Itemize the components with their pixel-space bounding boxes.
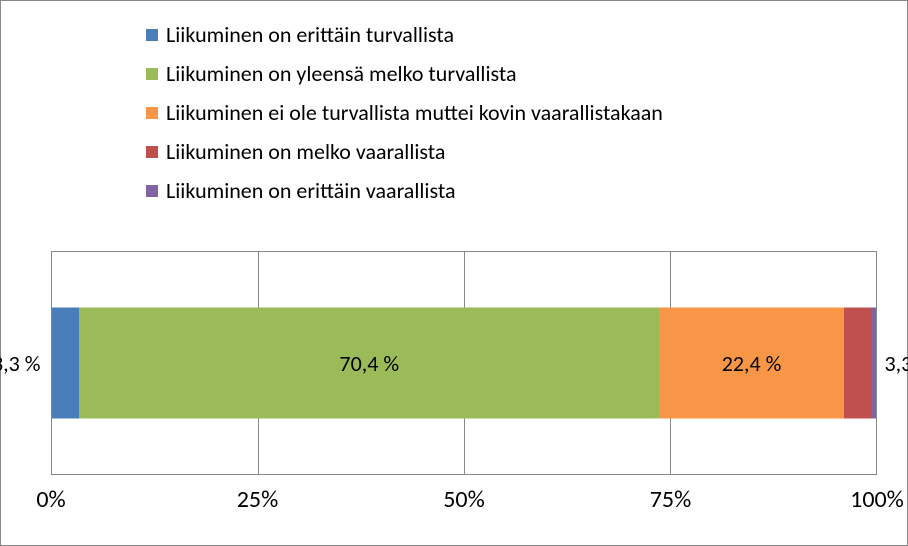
bar-label-0: 3,3 % bbox=[0, 350, 41, 377]
legend-item: Liikuminen on erittäin vaarallista bbox=[146, 177, 846, 204]
bar-segment-0: 3,3 % bbox=[52, 308, 79, 419]
legend: Liikuminen on erittäin turvallista Liiku… bbox=[146, 21, 846, 216]
legend-label-1: Liikuminen on yleensä melko turvallista bbox=[166, 60, 517, 87]
x-tick-25: 25% bbox=[237, 485, 278, 514]
bar-label-1: 70,4 % bbox=[339, 350, 399, 377]
legend-item: Liikuminen on yleensä melko turvallista bbox=[146, 60, 846, 87]
bar-segment-4 bbox=[871, 308, 876, 419]
legend-label-0: Liikuminen on erittäin turvallista bbox=[166, 21, 454, 48]
legend-item: Liikuminen on melko vaarallista bbox=[146, 138, 846, 165]
legend-swatch-1 bbox=[146, 68, 158, 80]
legend-label-4: Liikuminen on erittäin vaarallista bbox=[166, 177, 455, 204]
bar-label-3: 3,3 % bbox=[885, 350, 908, 377]
plot-area: 3,3 % 70,4 % 22,4 % 3,3 % bbox=[51, 251, 877, 475]
legend-label-3: Liikuminen on melko vaarallista bbox=[166, 138, 445, 165]
x-tick-75: 75% bbox=[650, 485, 691, 514]
chart-container: Liikuminen on erittäin turvallista Liiku… bbox=[0, 0, 908, 546]
x-tick-0: 0% bbox=[36, 485, 65, 514]
bar-row: 3,3 % 70,4 % 22,4 % 3,3 % bbox=[52, 308, 876, 419]
legend-label-2: Liikuminen ei ole turvallista muttei kov… bbox=[166, 99, 663, 126]
x-tick-50: 50% bbox=[443, 485, 484, 514]
bar-segment-3: 3,3 % bbox=[844, 308, 871, 419]
legend-swatch-2 bbox=[146, 107, 158, 119]
legend-swatch-3 bbox=[146, 146, 158, 158]
x-axis: 0% 25% 50% 75% 100% bbox=[51, 485, 877, 525]
bar-label-2: 22,4 % bbox=[722, 350, 782, 377]
x-tick-100: 100% bbox=[850, 485, 904, 514]
legend-item: Liikuminen on erittäin turvallista bbox=[146, 21, 846, 48]
legend-item: Liikuminen ei ole turvallista muttei kov… bbox=[146, 99, 846, 126]
bar-segment-1: 70,4 % bbox=[79, 308, 659, 419]
legend-swatch-4 bbox=[146, 185, 158, 197]
legend-swatch-0 bbox=[146, 29, 158, 41]
bar-segment-2: 22,4 % bbox=[659, 308, 844, 419]
